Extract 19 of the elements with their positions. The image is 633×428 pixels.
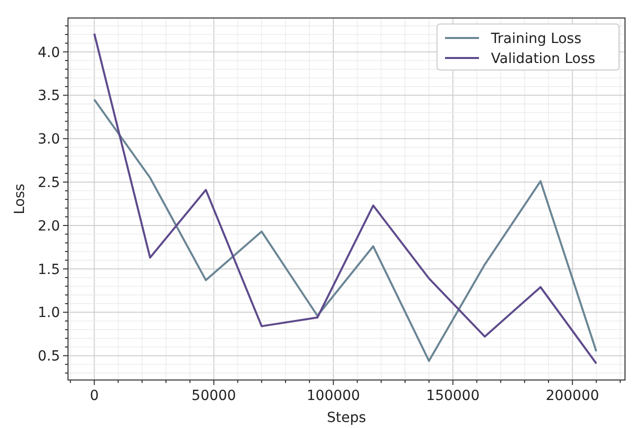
- x-tick-label: 0: [90, 388, 99, 404]
- y-tick-label: 1.5: [38, 262, 60, 278]
- legend-label: Training Loss: [490, 30, 582, 47]
- legend-label: Validation Loss: [491, 50, 596, 67]
- x-tick-label: 50000: [192, 388, 236, 404]
- y-tick-label: 3.0: [38, 132, 60, 148]
- y-tick-label: 1.0: [38, 305, 60, 322]
- x-tick-label: 150000: [426, 388, 480, 404]
- line-series: [93, 98, 598, 362]
- y-tick-label: 2.0: [38, 218, 60, 234]
- y-tick-label: 3.5: [38, 88, 60, 104]
- x-tick-label: 100000: [306, 388, 360, 404]
- y-tick-label: 0.5: [38, 348, 60, 365]
- line-series: [93, 32, 598, 365]
- x-axis-title: Steps: [326, 410, 366, 426]
- y-axis-title: Loss: [12, 184, 28, 214]
- y-tick-label: 4.0: [38, 44, 60, 61]
- x-tick-label: 200000: [546, 388, 600, 404]
- y-tick-label: 2.5: [38, 174, 60, 191]
